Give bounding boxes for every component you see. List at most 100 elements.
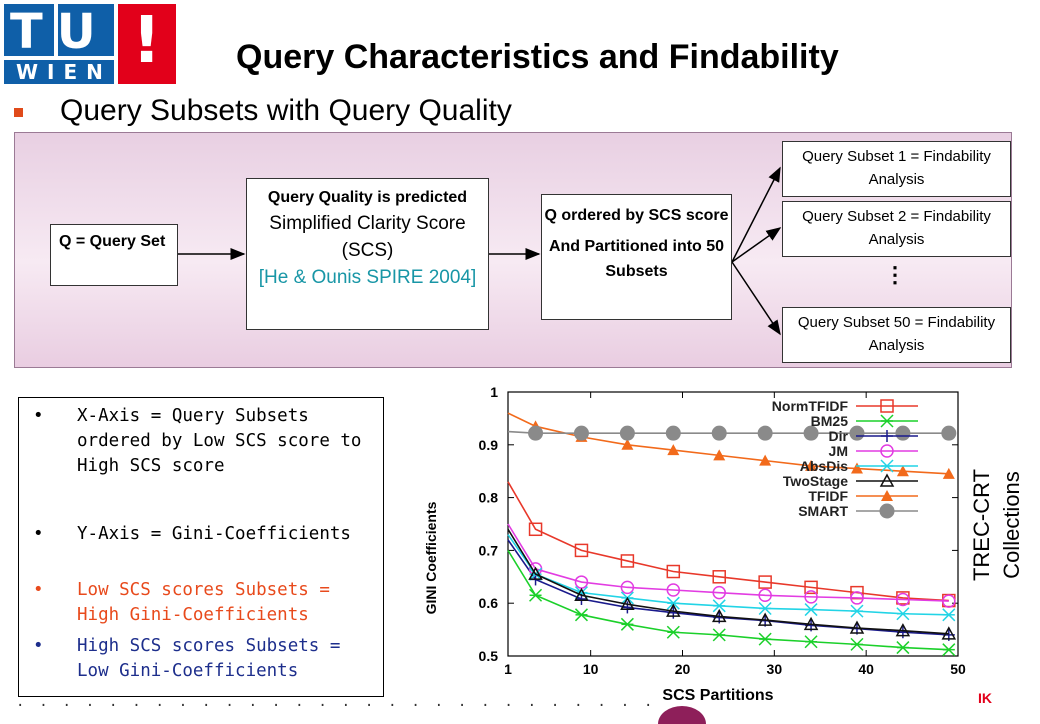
marker-triangle-open — [879, 473, 895, 487]
marker-circle — [896, 592, 910, 607]
ordered-partition-box: Q ordered by SCS score And Partitioned i… — [541, 194, 732, 320]
query-quality-box: Query Quality is predicted Simplified Cl… — [246, 178, 489, 330]
marker-triangle — [881, 490, 893, 501]
tu-wien-logo: TU WIEN — [4, 4, 114, 84]
y-tick-label: 0.9 — [479, 437, 499, 453]
series-line — [507, 412, 949, 475]
legend-label: Dir — [829, 428, 849, 444]
series-line — [507, 523, 949, 602]
footer-ik-mark: IK — [978, 690, 992, 706]
series-bm25 — [507, 549, 956, 657]
legend-label: TwoStage — [783, 473, 848, 489]
marker-triangle — [942, 467, 955, 479]
series-line — [507, 549, 949, 651]
marker-square — [620, 554, 635, 568]
note-y-axis: Y-Axis = Gini-Coefficients — [33, 522, 377, 547]
y-tick-label: 1 — [490, 384, 498, 400]
marker-triangle-open — [803, 616, 819, 631]
legend-label: SMART — [798, 503, 848, 519]
y-tick-label: 0.6 — [479, 595, 499, 611]
marker-triangle-open — [941, 626, 957, 640]
subset-ellipsis: ⋮ — [884, 262, 906, 287]
decorative-half-circle — [658, 706, 706, 724]
marker-triangle — [896, 465, 909, 477]
page-subtitle: Query Subsets with Query Quality — [60, 94, 512, 127]
legend-label: JM — [829, 443, 848, 459]
notes-box: X-Axis = Query Subsets ordered by Low SC… — [18, 397, 384, 697]
marker-circle-filled — [528, 425, 544, 441]
trec-crt-label: TREC-CRT Collections — [968, 455, 1034, 605]
marker-circle — [666, 583, 681, 597]
quality-bold-text: Query Quality is predicted — [267, 189, 468, 206]
quality-metric-text: Simplified Clarity Score (SCS) — [269, 213, 466, 261]
marker-square — [712, 570, 726, 584]
marker-triangle-open — [666, 603, 681, 617]
page-title: Query Characteristics and Findability — [236, 38, 839, 76]
series-line — [507, 528, 949, 635]
chart-x-label: SCS Partitions — [662, 687, 773, 704]
ordered-text: Q ordered by SCS score — [544, 207, 729, 224]
logo-letters-top: TU — [10, 4, 110, 60]
x-tick-label: 30 — [767, 661, 783, 677]
legend-label: BM25 — [811, 413, 849, 429]
y-tick-label: 0.7 — [479, 542, 499, 558]
marker-triangle-open — [574, 587, 589, 602]
marker-circle-filled — [573, 425, 589, 441]
marker-circle-filled — [849, 425, 865, 441]
marker-triangle — [850, 462, 863, 474]
partition-text: And Partitioned into 50 Subsets — [548, 238, 725, 280]
bullet-square-icon — [14, 108, 23, 117]
marker-circle-filled — [757, 425, 773, 441]
marker-circle-filled — [803, 425, 819, 441]
chart-y-label: GINI Coefficients — [423, 501, 439, 614]
series-smart — [507, 425, 957, 441]
marker-triangle-open — [711, 608, 727, 623]
legend-label: AbsDis — [800, 458, 848, 474]
arrow-to-subset-1 — [731, 166, 781, 263]
marker-triangle — [713, 449, 726, 461]
logo-block-wien — [4, 60, 114, 84]
logo-block-t — [4, 4, 54, 56]
query-subset-50-box: Query Subset 50 = Findability Analysis — [782, 307, 1011, 363]
chart-legend: NormTFIDFBM25DirJMAbsDisTwoStageTFIDFSMA… — [772, 398, 918, 519]
marker-circle — [804, 590, 818, 604]
marker-circle-filled — [941, 425, 957, 441]
marker-square — [758, 575, 772, 589]
y-tick-label: 0.5 — [479, 648, 499, 664]
marker-triangle-open — [528, 566, 543, 580]
x-tick-label: 10 — [583, 661, 599, 677]
x-tick-label: 1 — [504, 661, 512, 677]
marker-triangle — [621, 438, 634, 450]
marker-circle — [620, 580, 635, 595]
marker-triangle-open — [849, 620, 865, 634]
x-tick-label: 50 — [950, 661, 966, 677]
side-label-line-1: TREC-CRT — [969, 468, 994, 582]
note-low-scs: Low SCS scores Subsets = High Gini-Coeff… — [33, 578, 377, 628]
marker-circle-filled — [619, 425, 635, 441]
query-subset-1-box: Query Subset 1 = Findability Analysis — [782, 141, 1011, 197]
marker-square — [880, 399, 894, 413]
logo-letters-bottom: WIEN — [16, 60, 112, 84]
marker-circle — [712, 585, 726, 600]
marker-circle — [880, 444, 894, 458]
dotted-divider: . . . . . . . . . . . . . . . . . . . . … — [16, 694, 656, 710]
marker-square — [804, 580, 818, 595]
note-x-axis: X-Axis = Query Subsets ordered by Low SC… — [33, 404, 377, 479]
marker-triangle-open — [757, 612, 773, 626]
logo-exclamation-block: ! — [118, 4, 176, 84]
marker-triangle-open — [620, 596, 635, 611]
series-tfidf — [507, 412, 955, 479]
quality-citation: [He & Ounis SPIRE 2004] — [258, 267, 477, 288]
gini-chart: 0.5 0.6 0.7 0.8 0.9 1 1 10 20 30 40 50 NormTFIDFBM2… — [423, 384, 966, 704]
query-set-box: Q = Query Set — [50, 224, 178, 286]
series-line — [507, 539, 949, 636]
marker-circle-filled — [879, 503, 895, 519]
chart-ticks: 0.5 0.6 0.7 0.8 0.9 1 1 10 20 30 40 50 — [479, 384, 966, 677]
legend-label: TFIDF — [808, 488, 848, 504]
marker-circle-filled — [711, 425, 727, 441]
flow-arrows — [178, 166, 782, 336]
side-label-line-2: Collections — [999, 471, 1024, 579]
marker-circle-filled — [895, 425, 911, 441]
series-line — [507, 481, 949, 602]
marker-triangle-open — [895, 623, 911, 637]
